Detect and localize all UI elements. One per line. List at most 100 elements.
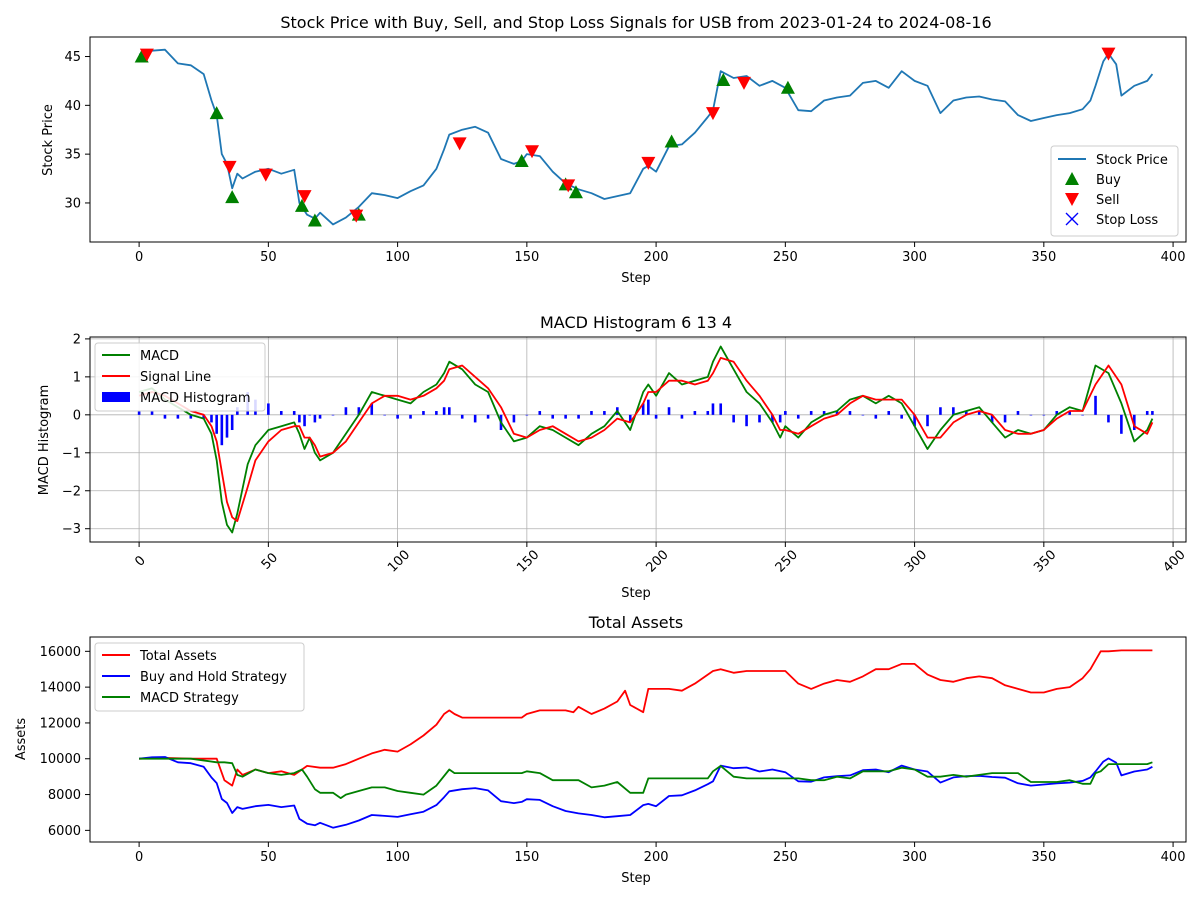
sell-signal-marker: [561, 179, 576, 193]
macd-histogram-bar: [163, 414, 167, 419]
macd-histogram-bar: [771, 414, 774, 423]
buy-signal-marker: [568, 185, 583, 199]
macd-histogram-bar: [745, 414, 748, 427]
macd-histogram-bar: [577, 414, 580, 419]
macd-chart-frame: [89, 336, 1187, 543]
macd-chart-y-tick-label: −3: [62, 522, 81, 537]
macd-histogram-bar: [711, 403, 715, 415]
buy-signal-marker: [209, 106, 224, 120]
macd-chart-y-tick-label: 2: [73, 332, 81, 347]
sell-signal-marker: [705, 107, 720, 121]
macd-histogram-bar: [887, 411, 891, 415]
macd-histogram-bar: [1055, 411, 1059, 415]
legend-buy-marker: [1065, 172, 1079, 185]
macd-histogram-bar: [230, 414, 234, 431]
price-chart-x-tick-label: 400: [1161, 250, 1186, 265]
macd-histogram-bar: [318, 414, 322, 419]
macd-histogram-bar: [964, 411, 968, 415]
macd-chart-legend-label: MACD Histogram: [140, 391, 251, 406]
assets-chart-series-total-assets: [139, 649, 1153, 787]
macd-histogram-bar: [719, 403, 723, 415]
macd-histogram-bar: [977, 411, 981, 415]
buy-signal-marker: [780, 80, 795, 94]
assets-chart-panel: Total Assets Assets Step 0 50 100 150 200 250…: [14, 613, 1187, 886]
buy-signal-marker: [514, 153, 529, 167]
macd-chart-y-tick-label: −2: [62, 484, 81, 499]
price-chart-x-tick-label: 0: [135, 250, 143, 265]
macd-histogram-bar: [357, 407, 361, 415]
sell-signal-marker: [139, 48, 154, 62]
macd-histogram-bar: [331, 414, 335, 416]
macd-histogram-bar: [202, 414, 206, 419]
macd-histogram-bar: [926, 414, 929, 427]
price-chart-plot-area: [138, 48, 1154, 226]
macd-histogram-bar: [809, 411, 813, 415]
macd-histogram-bar: [137, 411, 141, 415]
macd-histogram-bar: [525, 414, 529, 416]
macd-histogram-bar: [647, 399, 650, 415]
price-chart-x-tick-label: 50: [260, 250, 277, 265]
macd-histogram-bar: [732, 414, 735, 423]
macd-histogram-bar: [298, 414, 301, 423]
assets-chart-x-tick-label: 0: [135, 850, 143, 865]
macd-histogram-bar: [1133, 414, 1136, 431]
macd-histogram-bar: [778, 414, 782, 423]
macd-histogram-bar: [308, 414, 312, 416]
macd-histogram-bar: [344, 407, 348, 415]
macd-histogram-bar: [874, 414, 878, 419]
macd-histogram-bar: [952, 407, 955, 415]
macd-histogram-bar: [628, 414, 632, 423]
buy-signal-marker: [664, 134, 679, 148]
macd-chart-title: MACD Histogram 6 13 4: [540, 313, 732, 332]
macd-histogram-bar: [1003, 414, 1007, 423]
macd-histogram-bar: [590, 411, 593, 415]
assets-chart-x-tick-label: 350: [1031, 850, 1056, 865]
price-chart-y-tick-label: 40: [64, 99, 81, 114]
macd-histogram-bar: [442, 407, 446, 415]
assets-chart-title: Total Assets: [588, 613, 684, 632]
macd-histogram-bar: [1016, 411, 1020, 415]
macd-histogram-bar: [215, 414, 218, 434]
assets-chart-y-tick-label: 14000: [40, 681, 81, 696]
macd-histogram-bar: [189, 414, 193, 419]
macd-chart-y-tick-label: 0: [73, 408, 81, 423]
macd-histogram-bar: [435, 411, 438, 415]
macd-histogram-bar: [654, 414, 658, 419]
macd-histogram-bar: [1151, 411, 1154, 415]
macd-histogram-bar: [383, 414, 386, 416]
macd-histogram-bar: [551, 414, 554, 419]
assets-chart-series-macd-strategy: [139, 757, 1153, 799]
assets-chart-x-tick-label: 200: [644, 850, 669, 865]
macd-histogram-bar: [370, 403, 374, 415]
macd-histogram-bar: [512, 414, 516, 423]
assets-chart-legend: [94, 642, 305, 712]
macd-histogram-bar: [1081, 414, 1084, 416]
macd-histogram-bar: [1094, 395, 1097, 415]
macd-histogram-bar: [706, 411, 710, 415]
macd-chart-legend: [94, 342, 266, 412]
assets-chart-y-tick-label: 16000: [40, 645, 81, 660]
legend-stop-loss-marker: [1065, 212, 1079, 226]
price-chart-x-tick-label: 150: [514, 250, 539, 265]
macd-histogram-bar: [210, 414, 213, 423]
price-chart-x-tick-label: 250: [773, 250, 798, 265]
macd-histogram-bar: [1120, 414, 1123, 434]
macd-histogram-bar: [939, 407, 942, 415]
macd-histogram-bar: [313, 414, 317, 423]
macd-histogram-bar: [913, 414, 916, 427]
sell-signal-marker: [258, 168, 273, 182]
sell-signal-marker: [1101, 47, 1116, 61]
assets-chart-series-buy-and-hold-strategy: [139, 756, 1153, 829]
assets-chart-y-tick-label: 6000: [48, 824, 81, 839]
macd-chart-series-macd: [138, 345, 1154, 534]
macd-chart-x-axis-label: Step: [621, 586, 651, 601]
sell-signal-marker: [641, 156, 656, 170]
macd-histogram-bar: [784, 411, 787, 415]
price-chart-y-tick-label: 30: [64, 196, 81, 211]
price-chart-legend-label: Stock Price: [1096, 153, 1168, 168]
price-chart-legend-label: Sell: [1096, 193, 1119, 208]
legend-sell-marker: [1065, 193, 1079, 206]
macd-histogram-bar: [473, 414, 477, 423]
assets-chart-x-tick-label: 50: [260, 850, 277, 865]
